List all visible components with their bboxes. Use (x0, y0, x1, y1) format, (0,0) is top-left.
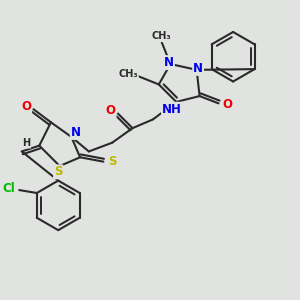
Text: CH₃: CH₃ (118, 69, 138, 79)
Text: O: O (222, 98, 232, 111)
Text: NH: NH (162, 103, 182, 116)
Text: N: N (71, 126, 81, 139)
Text: N: N (193, 62, 203, 75)
Text: N: N (164, 56, 174, 69)
Text: O: O (21, 100, 31, 113)
Text: S: S (108, 155, 116, 168)
Text: CH₃: CH₃ (152, 31, 172, 41)
Text: H: H (22, 138, 30, 148)
Text: Cl: Cl (3, 182, 16, 195)
Text: S: S (54, 165, 62, 178)
Text: O: O (106, 104, 116, 117)
